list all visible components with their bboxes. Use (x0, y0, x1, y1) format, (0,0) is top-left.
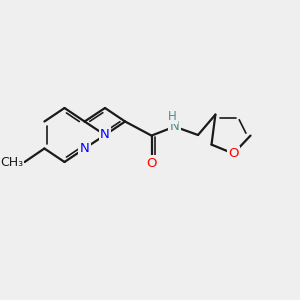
Text: N: N (170, 120, 179, 133)
Text: H: H (168, 110, 177, 123)
Text: O: O (146, 157, 157, 170)
Text: N: N (80, 142, 89, 155)
Text: O: O (228, 147, 239, 160)
Text: N: N (100, 128, 110, 142)
Text: CH₃: CH₃ (0, 155, 23, 169)
